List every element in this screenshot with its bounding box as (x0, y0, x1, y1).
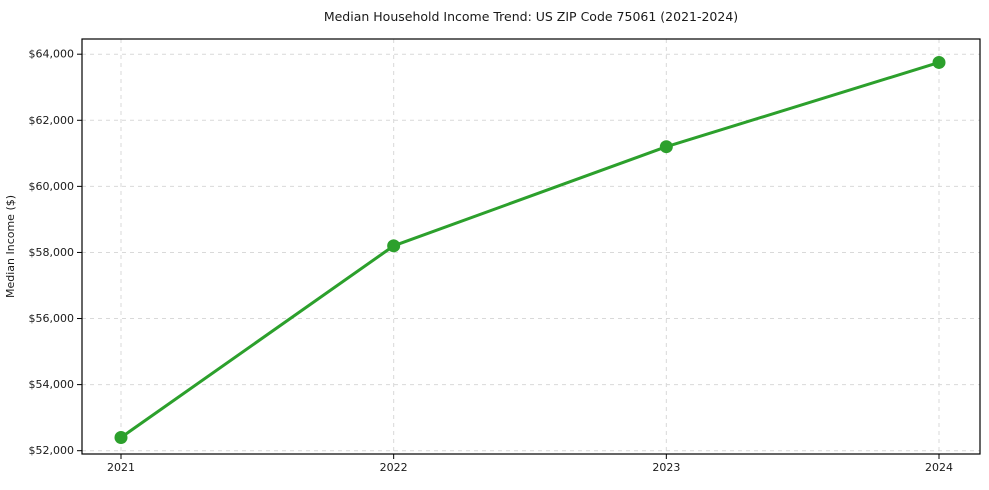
y-tick-label: $58,000 (29, 246, 75, 259)
y-axis-label: Median Income ($) (4, 195, 17, 298)
y-tick-label: $56,000 (29, 312, 75, 325)
y-tick-label: $62,000 (29, 114, 75, 127)
y-tick-label: $54,000 (29, 378, 75, 391)
trend-line (119, 60, 941, 439)
x-tick-label: 2022 (380, 461, 408, 474)
x-tick-label: 2023 (652, 461, 680, 474)
plot-border (81, 38, 981, 455)
y-tick-label: $60,000 (29, 180, 75, 193)
y-tick-label: $64,000 (29, 48, 75, 61)
x-tick-label: 2024 (925, 461, 953, 474)
data-point (114, 430, 128, 444)
chart-title: Median Household Income Trend: US ZIP Co… (324, 9, 738, 24)
data-point (387, 239, 401, 253)
y-tick-label: $52,000 (29, 444, 75, 457)
x-tick-label: 2021 (107, 461, 135, 474)
data-point (659, 140, 673, 154)
data-point (932, 55, 946, 69)
